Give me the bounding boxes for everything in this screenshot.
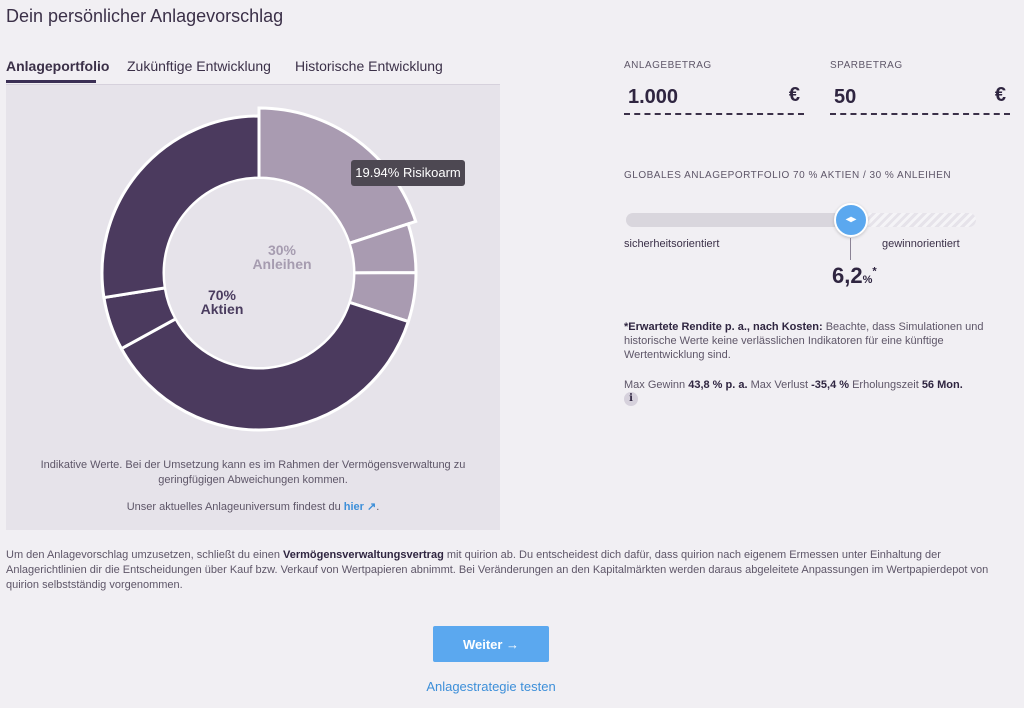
- contract-prefix: Um den Anlagevorschlag umzusetzen, schli…: [6, 549, 283, 561]
- sparbetrag-currency: €: [994, 84, 1006, 106]
- stocks-percent: 70%: [207, 287, 237, 303]
- universe-link[interactable]: hier ↗: [343, 501, 377, 513]
- contract-explanation: Um den Anlagevorschlag umzusetzen, schli…: [6, 548, 996, 593]
- info-icon[interactable]: i: [624, 392, 638, 406]
- slider-label-left: sicherheitsorientiert: [624, 238, 720, 250]
- anlagebetrag-label: ANLAGEBETRAG: [624, 60, 712, 71]
- sparbetrag-value[interactable]: 50: [834, 86, 857, 108]
- risk-slider-fill: [626, 213, 852, 227]
- disclaimer-text: Beachte, dass Simulationen und historisc…: [624, 321, 984, 361]
- test-strategy-link[interactable]: Anlagestrategie testen: [426, 679, 556, 694]
- contract-suffix: mit quirion ab. Du entscheidest dich daf…: [6, 549, 989, 591]
- page-title: Dein persönlicher Anlagevorschlag: [6, 6, 284, 26]
- disclaimer-bold: *Erwartete Rendite p. a., nach Kosten:: [624, 321, 823, 333]
- max-loss-value: -35,4 %: [811, 379, 850, 391]
- anlagebetrag-field[interactable]: 1.000 €: [624, 83, 804, 115]
- anlagebetrag-value[interactable]: 1.000: [628, 86, 679, 108]
- center-label-stocks: 70% Aktien: [192, 288, 252, 316]
- universe-prefix: Unser aktuelles Anlageuniversum findest …: [126, 501, 344, 513]
- rendite-tick: [850, 238, 851, 260]
- universe-line: Unser aktuelles Anlageuniversum findest …: [26, 500, 480, 513]
- donut-hole: [165, 179, 353, 367]
- segment-stocks-3[interactable]: [100, 114, 261, 300]
- universe-suffix: .: [376, 501, 380, 513]
- tab-anlageportfolio[interactable]: Anlageportfolio: [6, 58, 110, 74]
- sparbetrag-label: SPARBETRAG: [830, 60, 903, 71]
- max-gain-value: 43,8 % p. a.: [688, 379, 748, 391]
- max-loss-label: Max Verlust: [750, 379, 809, 391]
- stocks-label: Aktien: [200, 301, 244, 317]
- recovery-value: 56 Mon.: [921, 379, 963, 391]
- indicative-note: Indikative Werte. Bei der Umsetzung kann…: [40, 459, 466, 486]
- risk-slider-track[interactable]: [626, 213, 976, 227]
- max-gain-label: Max Gewinn: [624, 379, 686, 391]
- expected-return-marker: *: [872, 265, 877, 278]
- tab-bar: Anlageportfolio Zukünftige Entwicklung H…: [6, 58, 500, 85]
- active-tab-underline: [6, 80, 96, 83]
- center-label-bonds: 30% Anleihen: [252, 243, 312, 271]
- portfolio-panel: 19.94% Risikoarm 30% Anleihen 70% Aktien…: [6, 85, 500, 530]
- recovery-label: Erholungszeit: [852, 379, 919, 391]
- bonds-label: Anleihen: [252, 256, 312, 272]
- anlagebetrag-currency: €: [788, 84, 800, 106]
- next-button[interactable]: Weiter →: [433, 626, 549, 662]
- tab-historische-entwicklung[interactable]: Historische Entwicklung: [295, 58, 443, 74]
- expected-return-value: 6,2: [832, 263, 863, 288]
- tab-zukuenftige-entwicklung[interactable]: Zukünftige Entwicklung: [127, 58, 271, 74]
- bonds-percent: 30%: [267, 242, 297, 258]
- segment-tooltip: 19.94% Risikoarm: [351, 160, 465, 186]
- segment-risikoarm[interactable]: [257, 106, 418, 246]
- slider-label-right: gewinnorientiert: [882, 238, 960, 250]
- return-disclaimer: *Erwartete Rendite p. a., nach Kosten: B…: [624, 320, 984, 362]
- expected-return-unit: %: [862, 274, 873, 286]
- contract-bold: Vermögensverwaltungsvertrag: [283, 549, 444, 561]
- segment-stocks-1[interactable]: [119, 300, 411, 432]
- arrows-left-right-icon: ◂▸: [845, 214, 857, 225]
- risk-slider-thumb[interactable]: ◂▸: [834, 203, 868, 237]
- risk-stats: Max Gewinn 43,8 % p. a. Max Verlust -35,…: [624, 379, 1004, 391]
- expected-return: 6,2%*: [832, 263, 877, 289]
- sparbetrag-field[interactable]: 50 €: [830, 83, 1010, 115]
- portfolio-title: GLOBALES ANLAGEPORTFOLIO 70 % AKTIEN / 3…: [624, 170, 952, 181]
- allocation-donut-chart: [100, 106, 418, 432]
